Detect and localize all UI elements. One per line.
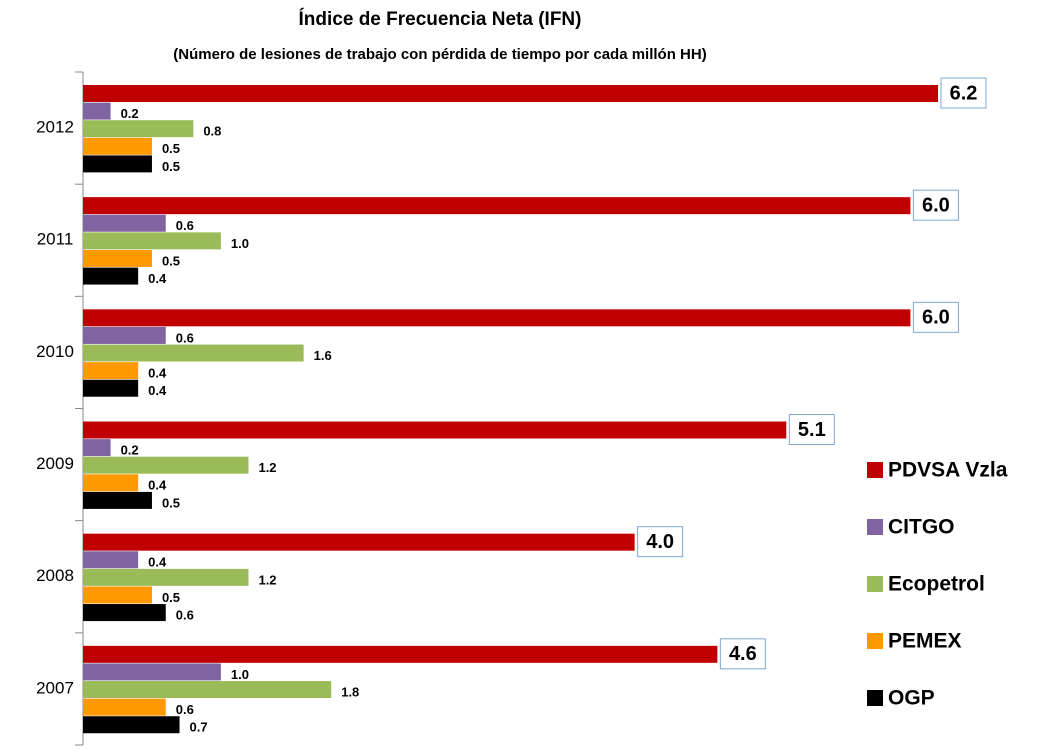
bar [83, 604, 166, 622]
legend-label: CITGO [888, 516, 955, 539]
bar [83, 214, 166, 232]
data-label: 0.5 [162, 141, 180, 156]
bar [83, 586, 152, 604]
bar [83, 681, 332, 699]
chart-title: Índice de Frecuencia Neta (IFN) [299, 8, 582, 30]
bar [83, 533, 635, 551]
bar [83, 137, 152, 155]
legend-swatch [867, 462, 883, 478]
legend-label: PEMEX [888, 630, 962, 653]
data-label: 0.5 [162, 253, 180, 268]
data-label: 1.2 [258, 572, 276, 587]
data-label: 0.6 [176, 608, 194, 623]
bar [83, 568, 249, 586]
chart-subtitle: (Número de lesiones de trabajo con pérdi… [173, 46, 706, 63]
legend-swatch [867, 690, 883, 706]
legend-label: Ecopetrol [888, 573, 985, 596]
data-label-box [788, 414, 835, 445]
data-label: 0.4 [148, 271, 167, 286]
bar [83, 421, 787, 439]
bar [83, 362, 139, 380]
bar [83, 663, 221, 681]
bar [83, 309, 911, 327]
y-tick-label: 2011 [37, 230, 74, 249]
data-label-box [637, 526, 684, 558]
data-label: 0.5 [162, 159, 180, 174]
legend-swatch [867, 633, 883, 649]
y-tick-label: 2012 [36, 118, 74, 137]
y-tick-label: 2010 [36, 342, 74, 361]
data-label-box [940, 77, 987, 109]
y-tick-label: 2008 [36, 566, 74, 585]
data-label: 0.4 [148, 383, 167, 398]
data-label: 0.4 [148, 555, 167, 570]
legend-label: OGP [888, 687, 935, 710]
data-label: 1.8 [341, 684, 359, 699]
data-label: 0.4 [148, 366, 167, 381]
y-tick-label: 2007 [36, 678, 74, 697]
data-label: 1.0 [231, 236, 249, 251]
data-label-box [912, 301, 959, 333]
bar [83, 102, 111, 120]
data-label: 0.4 [148, 478, 167, 493]
data-label: 0.2 [121, 443, 139, 458]
bar [83, 645, 718, 663]
bar [83, 326, 166, 344]
y-tick-label: 2009 [36, 454, 74, 473]
data-label: 0.7 [190, 720, 208, 735]
bar [83, 439, 111, 457]
data-label: 0.2 [121, 106, 139, 121]
bar [83, 155, 152, 173]
bar [83, 249, 152, 267]
bar [83, 120, 194, 138]
bar [83, 344, 304, 362]
data-label: 0.6 [176, 702, 194, 717]
bar [83, 551, 139, 569]
bar [83, 474, 139, 492]
data-label: 0.5 [162, 590, 180, 605]
data-label: 6.0 [922, 194, 950, 216]
data-label: 1.2 [258, 460, 276, 475]
bar [83, 491, 152, 509]
data-label: 4.0 [646, 531, 674, 553]
legend-swatch [867, 519, 883, 535]
bar [83, 379, 139, 397]
data-label: 4.6 [729, 643, 757, 665]
bar [83, 85, 938, 102]
data-label: 6.2 [950, 82, 978, 104]
bar [83, 716, 180, 734]
data-label: 0.8 [203, 124, 221, 139]
data-label: 5.1 [798, 419, 826, 441]
data-label-box [719, 638, 766, 670]
data-label: 0.5 [162, 495, 180, 510]
bar [83, 232, 221, 250]
data-label-box [912, 189, 959, 221]
bar [83, 456, 249, 474]
data-label: 0.6 [176, 218, 194, 233]
legend-label: PDVSA Vzla [888, 459, 1008, 482]
data-label: 1.6 [314, 348, 332, 363]
data-label: 1.0 [231, 667, 249, 682]
data-label: 6.0 [922, 307, 950, 329]
bar [83, 197, 911, 215]
legend-swatch [867, 576, 883, 592]
data-label: 0.6 [176, 330, 194, 345]
bar [83, 698, 166, 716]
bar [83, 267, 139, 285]
